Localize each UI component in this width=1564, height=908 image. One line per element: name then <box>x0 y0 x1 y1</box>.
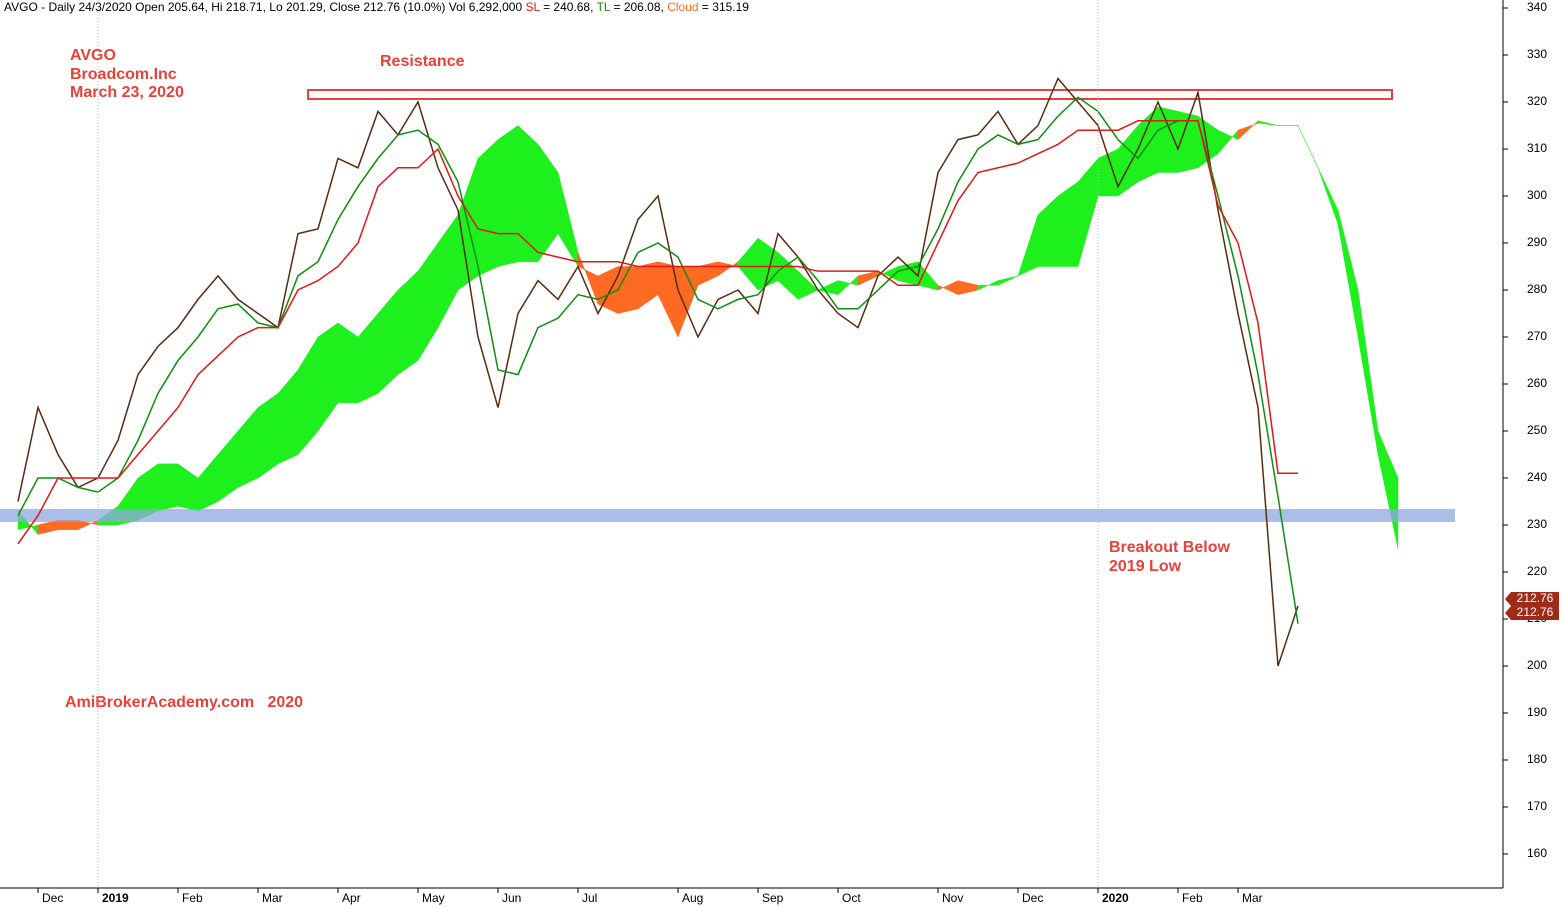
cloud-segment <box>497 125 519 267</box>
line-layer <box>17 77 1299 667</box>
y-tick-label: 190 <box>1527 705 1547 719</box>
header-text: AVGO - Daily 24/3/2020 Open 205.64, Hi 2… <box>4 0 522 14</box>
x-tick-label: May <box>422 891 445 905</box>
y-tick-label: 230 <box>1527 517 1547 531</box>
y-tick-label: 170 <box>1527 799 1547 813</box>
y-tick-label: 320 <box>1527 94 1547 108</box>
price-tag <box>1511 606 1559 621</box>
price-tag-label: 212.76 <box>1517 605 1554 619</box>
y-tick-label: 260 <box>1527 376 1547 390</box>
x-tick-label: Aug <box>682 891 703 905</box>
resistance-box <box>307 89 1393 100</box>
y-tick-label: 310 <box>1527 141 1547 155</box>
x-tick-label: 2020 <box>1102 891 1129 905</box>
breakout-label: Breakout Below <box>1109 539 1230 556</box>
x-tick-label: Feb <box>182 891 203 905</box>
y-tick-label: 180 <box>1527 752 1547 766</box>
price-tag <box>1511 592 1559 607</box>
x-tick-label: 2019 <box>102 891 129 905</box>
cloud-segment <box>517 124 539 263</box>
x-tick-label: Sep <box>762 891 784 905</box>
x-tick-label: Apr <box>342 891 361 905</box>
y-tick-label: 330 <box>1527 47 1547 61</box>
cloud-layer <box>17 106 1399 549</box>
y-tick-label: 220 <box>1527 564 1547 578</box>
cloud-label: Cloud <box>667 0 698 14</box>
cloud-segment <box>617 266 639 314</box>
header: AVGO - Daily 24/3/2020 Open 205.64, Hi 2… <box>4 0 749 14</box>
cloud-segment <box>1257 120 1279 126</box>
y-tick-label: 270 <box>1527 329 1547 343</box>
y-tick-label: 160 <box>1527 846 1547 860</box>
tl-label: TL <box>597 0 611 14</box>
cloud-segment <box>997 275 1019 286</box>
x-tick-label: Oct <box>842 891 861 905</box>
source: AmiBrokerAcademy.com 2020 <box>65 694 303 711</box>
cloud-segment <box>157 463 179 512</box>
sl-value: = 240.68, <box>543 0 593 14</box>
cloud-segment <box>257 392 279 479</box>
x-tick-label: Jun <box>502 891 521 905</box>
date: March 23, 2020 <box>70 84 184 101</box>
y-tick-label: 340 <box>1527 0 1547 14</box>
y-tick-label: 200 <box>1527 658 1547 672</box>
price-tag-arrow <box>1505 606 1511 621</box>
x-tick-label: Nov <box>942 891 963 905</box>
cloud-segment <box>797 270 819 300</box>
ticker: AVGO <box>70 47 116 64</box>
x-tick-label: Feb <box>1182 891 1203 905</box>
cloud-segment <box>337 322 359 404</box>
price-tag-label: 212.76 <box>1517 591 1554 605</box>
cloud-segment <box>1157 106 1179 173</box>
cloud-value: = 315.19 <box>702 0 749 14</box>
y-tick-label: 300 <box>1527 188 1547 202</box>
tl-value: = 206.08, <box>613 0 663 14</box>
y-tick-label: 280 <box>1527 282 1547 296</box>
support-band <box>0 509 1455 522</box>
x-tick-label: Mar <box>1242 891 1263 905</box>
company: Broadcom.Inc <box>70 66 177 83</box>
x-tick-label: Mar <box>262 891 283 905</box>
indicator-line <box>17 96 1299 624</box>
y-tick-label: 250 <box>1527 423 1547 437</box>
x-tick-label: Jul <box>582 891 597 905</box>
y-tick-label: 290 <box>1527 235 1547 249</box>
price-line <box>17 77 1299 667</box>
cloud-segment <box>477 139 499 277</box>
indicator-line <box>17 120 1298 545</box>
x-tick-label: Dec <box>1022 891 1043 905</box>
price-tag-arrow <box>1505 592 1511 607</box>
sl-label: SL <box>525 0 540 14</box>
breakout-label: 2019 Low <box>1109 558 1182 575</box>
y-tick-label: 240 <box>1527 470 1547 484</box>
x-tick-label: Dec <box>42 891 63 905</box>
cloud-segment <box>1057 181 1079 267</box>
resistance-label: Resistance <box>380 53 465 70</box>
